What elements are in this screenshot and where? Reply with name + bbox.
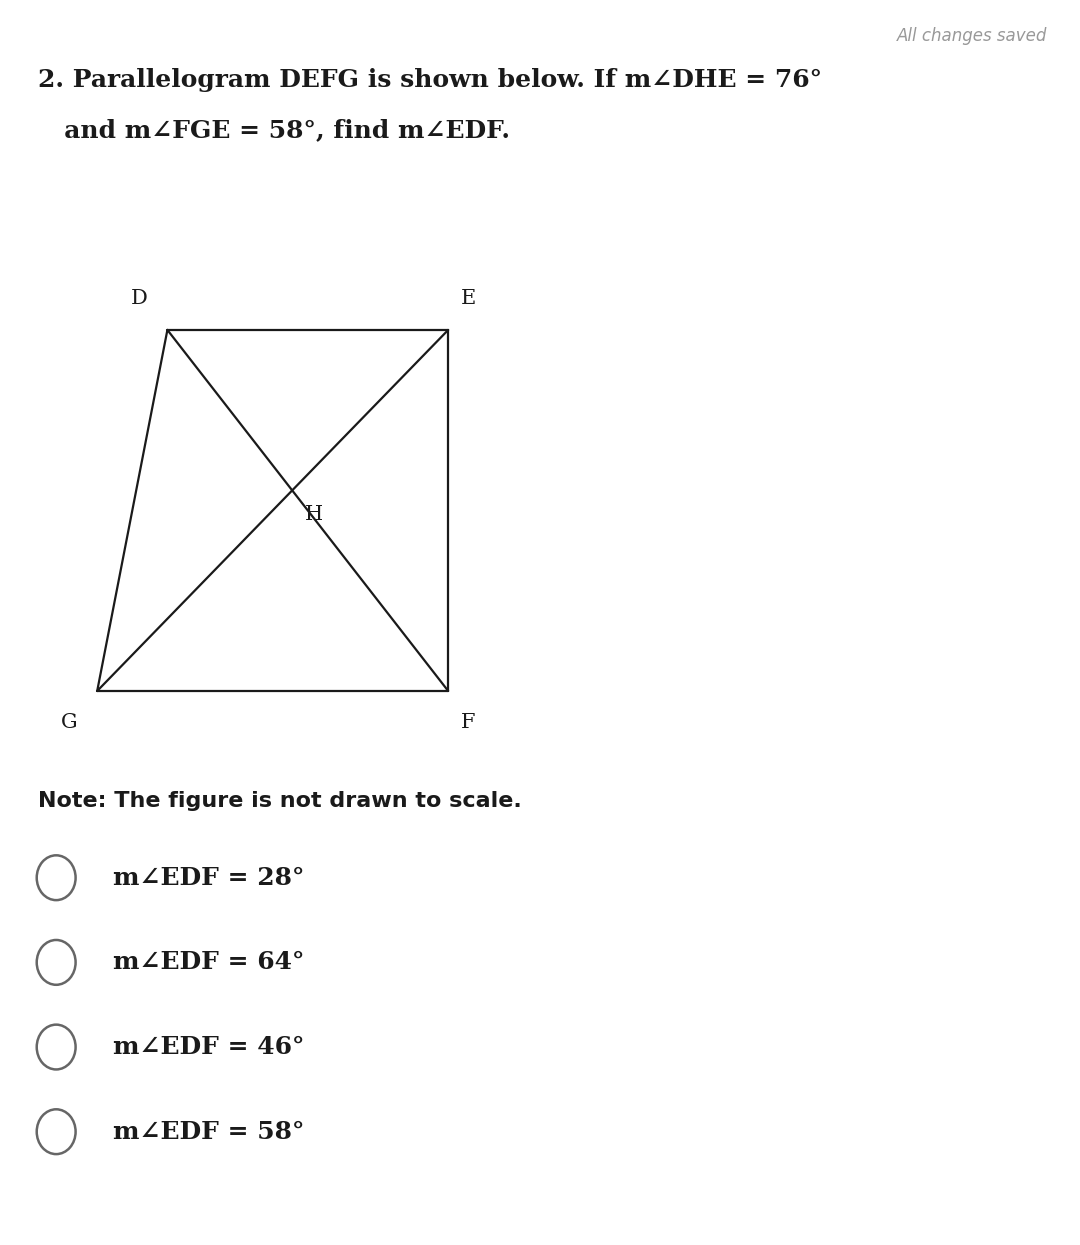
Text: m∠EDF = 64°: m∠EDF = 64°: [113, 950, 305, 975]
Text: m∠EDF = 28°: m∠EDF = 28°: [113, 865, 305, 890]
Text: F: F: [461, 713, 475, 732]
Text: All changes saved: All changes saved: [897, 27, 1048, 45]
Text: 2. Parallelogram DEFG is shown below. If m∠DHE = 76°: 2. Parallelogram DEFG is shown below. If…: [38, 68, 822, 92]
Text: G: G: [62, 713, 78, 732]
Text: m∠EDF = 46°: m∠EDF = 46°: [113, 1035, 305, 1059]
Text: Note: The figure is not drawn to scale.: Note: The figure is not drawn to scale.: [38, 791, 522, 810]
Text: m∠EDF = 58°: m∠EDF = 58°: [113, 1119, 305, 1144]
Text: and m∠FGE = 58°, find m∠EDF.: and m∠FGE = 58°, find m∠EDF.: [38, 118, 510, 142]
Text: H: H: [306, 505, 323, 524]
Text: D: D: [131, 289, 148, 308]
Text: E: E: [461, 289, 476, 308]
